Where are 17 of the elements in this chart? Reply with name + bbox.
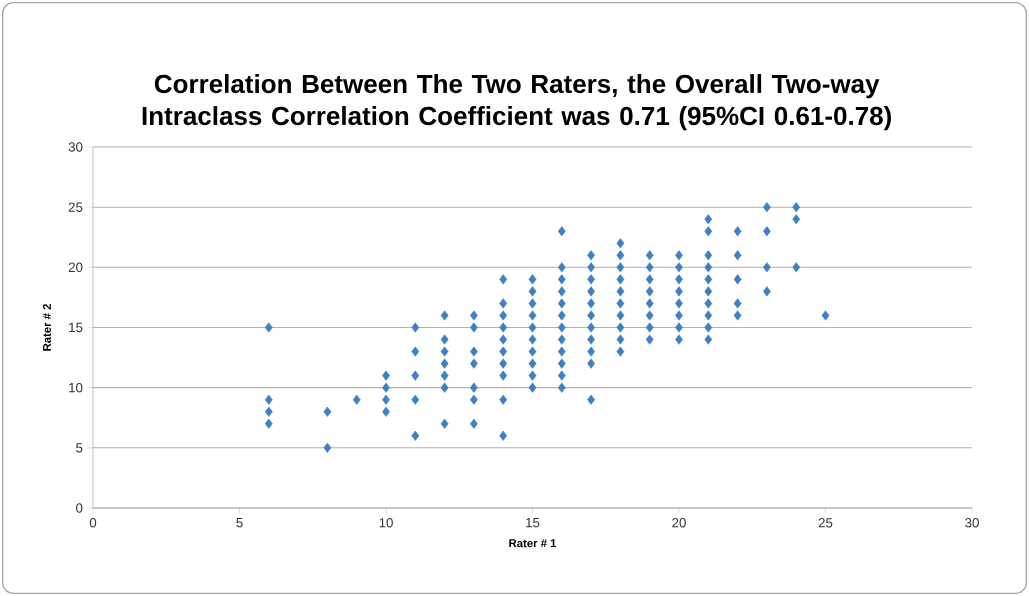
y-tick-label: 25 [68,202,83,212]
chart-title: Correlation Between The Two Raters, the Overall Two-way Intraclass Correlation Coefficient was 0.71 (95%CI 0.61-0.78) [142,74,891,131]
y-tick-label: 15 [69,322,83,333]
y-axis-title: Rater # 2 [42,304,51,351]
x-tick-label: 20 [672,518,686,528]
y-tick-label: 5 [76,443,83,453]
y-tick-label: 10 [69,382,83,393]
y-tick-label: 30 [68,142,83,152]
x-axis-title: Rater # 1 [509,539,557,548]
x-tick-label: 15 [526,518,540,528]
x-tick-label: 25 [818,518,833,528]
y-tick-label: 0 [76,503,83,513]
y-tick-label: 20 [68,262,83,273]
x-tick-label: 10 [379,518,393,528]
x-tick-label: 5 [236,518,243,528]
x-tick-label: 0 [89,518,97,528]
x-tick-label: 30 [965,518,979,528]
